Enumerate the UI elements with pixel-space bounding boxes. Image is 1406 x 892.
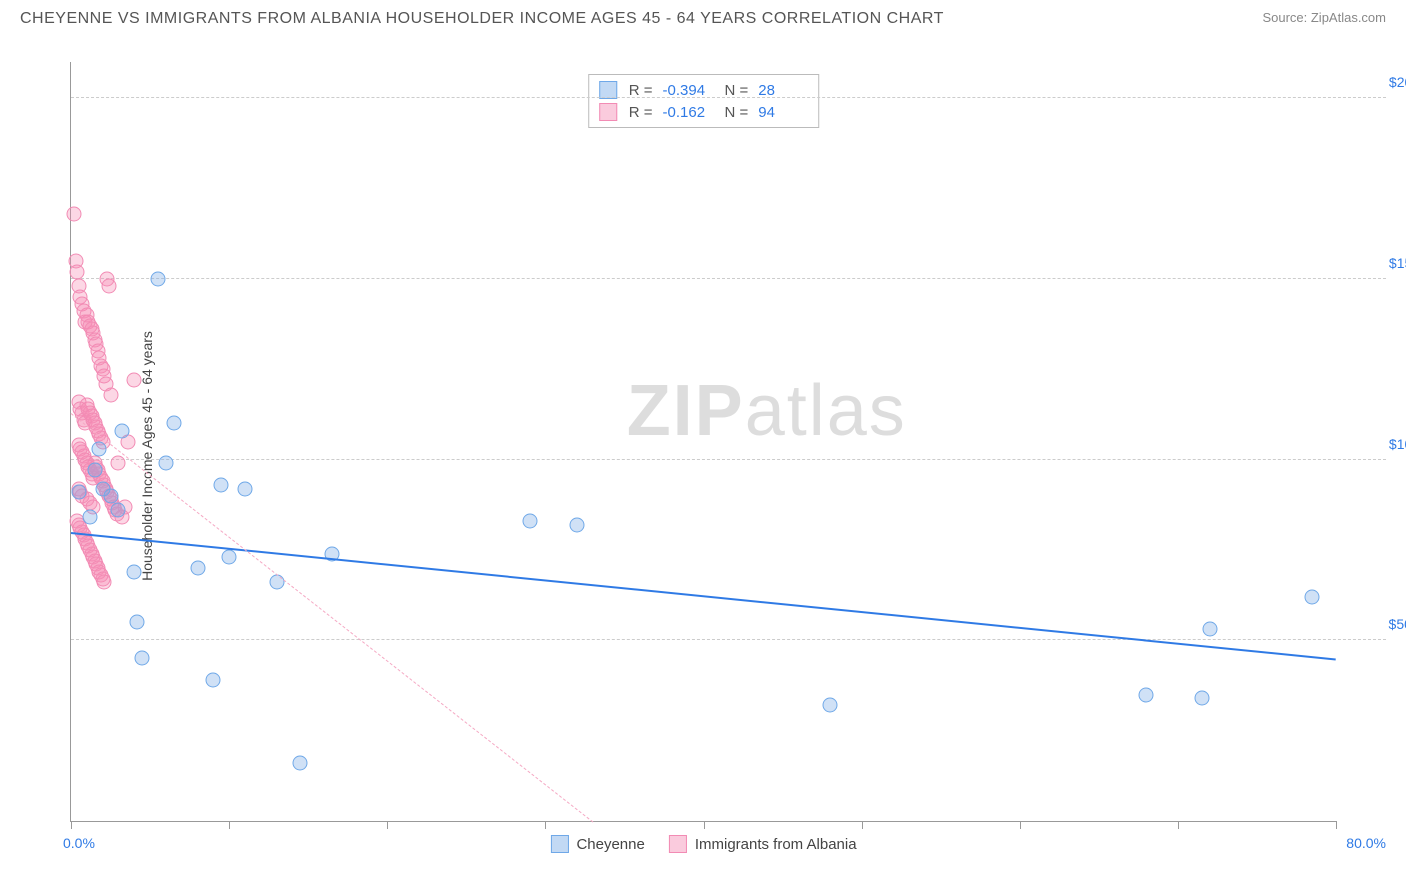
x-axis-min-label: 0.0% — [63, 835, 95, 851]
watermark: ZIPatlas — [627, 370, 907, 452]
gridline — [71, 639, 1386, 640]
legend-item: Cheyenne — [550, 835, 644, 853]
chart-title: CHEYENNE VS IMMIGRANTS FROM ALBANIA HOUS… — [20, 10, 944, 28]
stats-r-label: R = — [629, 82, 653, 99]
scatter-point — [67, 206, 82, 221]
scatter-point — [1305, 589, 1320, 604]
source-attribution: Source: ZipAtlas.com — [1262, 10, 1386, 25]
scatter-point — [237, 481, 252, 496]
series-swatch — [599, 103, 617, 121]
scatter-point — [101, 279, 116, 294]
gridline — [71, 278, 1386, 279]
y-tick-label: $150,000 — [1389, 255, 1406, 271]
scatter-point — [1194, 691, 1209, 706]
scatter-point — [158, 456, 173, 471]
stats-r-value: -0.162 — [663, 104, 713, 121]
trend-line — [71, 532, 1336, 660]
scatter-point — [92, 441, 107, 456]
stats-n-value: 94 — [758, 104, 808, 121]
y-tick-label: $200,000 — [1389, 74, 1406, 90]
header: CHEYENNE VS IMMIGRANTS FROM ALBANIA HOUS… — [0, 0, 1406, 28]
stats-n-label: N = — [725, 82, 749, 99]
scatter-point — [522, 514, 537, 529]
y-tick-label: $100,000 — [1389, 436, 1406, 452]
scatter-point — [127, 373, 142, 388]
x-axis-max-label: 80.0% — [1346, 835, 1386, 851]
x-tick — [1178, 821, 1179, 829]
x-tick — [387, 821, 388, 829]
legend-swatch — [550, 835, 568, 853]
scatter-point — [135, 651, 150, 666]
x-tick — [229, 821, 230, 829]
x-tick — [1336, 821, 1337, 829]
scatter-point — [87, 463, 102, 478]
scatter-point — [130, 615, 145, 630]
scatter-point — [150, 271, 165, 286]
x-tick — [545, 821, 546, 829]
scatter-point — [114, 423, 129, 438]
scatter-point — [70, 264, 85, 279]
stats-row: R = -0.162 N = 94 — [599, 101, 809, 123]
chart-container: Householder Income Ages 45 - 64 years ZI… — [50, 50, 1386, 862]
x-tick — [1020, 821, 1021, 829]
scatter-point — [97, 575, 112, 590]
legend-label: Cheyenne — [576, 836, 644, 853]
trend-line — [71, 413, 593, 822]
scatter-point — [1202, 622, 1217, 637]
legend-item: Immigrants from Albania — [669, 835, 857, 853]
stats-r-value: -0.394 — [663, 82, 713, 99]
scatter-point — [111, 456, 126, 471]
gridline — [71, 459, 1386, 460]
legend-label: Immigrants from Albania — [695, 836, 857, 853]
scatter-point — [823, 698, 838, 713]
source-link[interactable]: ZipAtlas.com — [1311, 10, 1386, 25]
legend-swatch — [669, 835, 687, 853]
stats-box: R = -0.394 N = 28 R = -0.162 N = 94 — [588, 74, 820, 128]
scatter-point — [82, 510, 97, 525]
legend: Cheyenne Immigrants from Albania — [550, 835, 856, 853]
y-tick-label: $50,000 — [1389, 616, 1406, 632]
scatter-point — [293, 756, 308, 771]
x-tick — [71, 821, 72, 829]
scatter-point — [127, 564, 142, 579]
scatter-point — [111, 503, 126, 518]
stats-r-label: R = — [629, 104, 653, 121]
scatter-point — [206, 673, 221, 688]
scatter-point — [166, 416, 181, 431]
scatter-point — [103, 387, 118, 402]
scatter-point — [190, 561, 205, 576]
scatter-point — [214, 477, 229, 492]
x-tick — [862, 821, 863, 829]
scatter-point — [103, 488, 118, 503]
x-tick — [704, 821, 705, 829]
scatter-point — [222, 550, 237, 565]
plot-area: ZIPatlas R =-0.394N =28R =-0.162N =94 0.… — [70, 62, 1336, 822]
scatter-point — [1139, 687, 1154, 702]
stats-n-label: N = — [725, 104, 749, 121]
stats-n-value: 28 — [758, 82, 808, 99]
scatter-point — [71, 485, 86, 500]
scatter-point — [570, 517, 585, 532]
gridline — [71, 97, 1386, 98]
